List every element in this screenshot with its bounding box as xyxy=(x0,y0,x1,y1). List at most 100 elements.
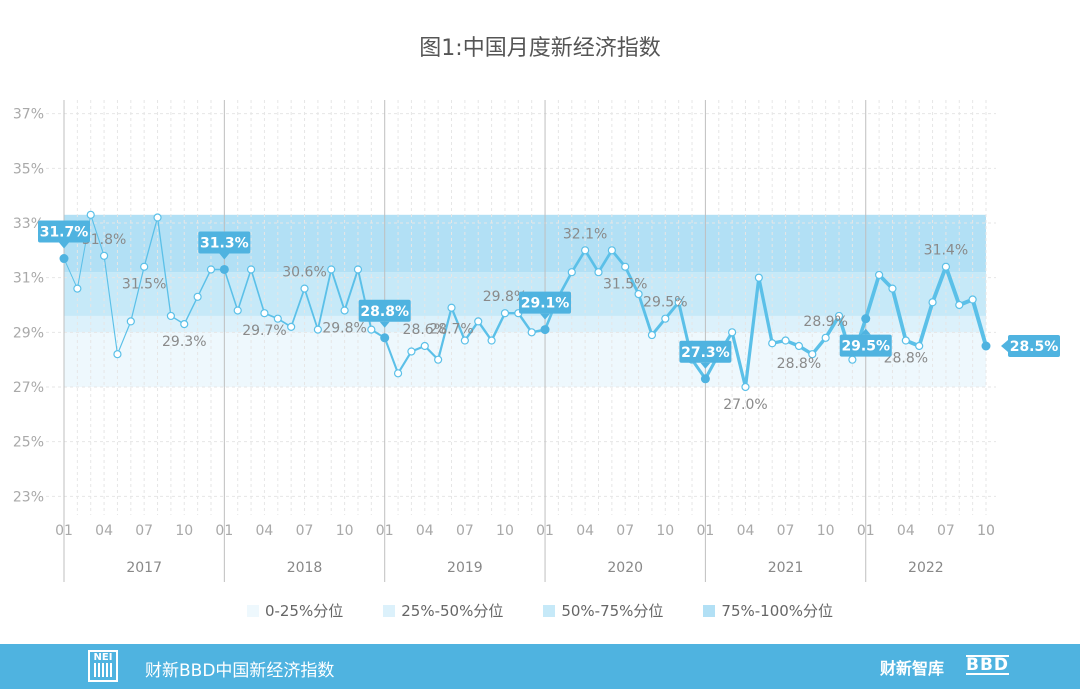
legend-label-q2: 25%-50%分位 xyxy=(401,602,504,620)
callout-pointer xyxy=(219,253,230,260)
data-label: 28.8% xyxy=(884,351,928,367)
data-label: 29.8% xyxy=(322,320,366,336)
callout-box xyxy=(519,291,572,314)
series-line-segment xyxy=(250,268,266,315)
series-line-segment xyxy=(917,300,935,348)
nei-logo-text: NEI xyxy=(93,652,113,663)
data-point xyxy=(460,336,469,345)
x-tick-label: 01 xyxy=(696,523,714,539)
series-line-segment xyxy=(103,255,119,355)
series-line-segment xyxy=(397,350,413,375)
data-point xyxy=(941,262,951,271)
data-point-highlight xyxy=(59,254,69,264)
callout-box xyxy=(839,334,892,357)
data-point xyxy=(741,382,750,392)
y-tick-label: 27% xyxy=(13,380,44,396)
data-point xyxy=(393,369,403,378)
data-label: 28.7% xyxy=(429,322,473,338)
series-line-segment xyxy=(63,258,78,290)
data-point xyxy=(955,300,964,310)
data-point xyxy=(768,339,777,348)
data-label: 31.5% xyxy=(122,277,166,293)
data-label: 30.6% xyxy=(282,265,326,281)
data-point xyxy=(634,289,643,299)
series-line-segment xyxy=(450,306,467,342)
data-label: 28.8% xyxy=(777,356,821,372)
year-label: 2021 xyxy=(768,560,804,576)
line-chart: 23% 25% 27% 29% 31% 33% 35% 37% 01 04 07 10 01 04 07 10… xyxy=(13,100,1060,582)
series-line-segment xyxy=(930,264,948,305)
data-point xyxy=(901,336,910,345)
x-tick-label: 10 xyxy=(817,523,835,539)
data-point xyxy=(193,292,202,301)
data-label: 29.8% xyxy=(483,289,527,305)
data-point xyxy=(233,306,242,315)
nei-logo-icon: NEI xyxy=(88,650,118,682)
legend-swatch-q2 xyxy=(383,604,396,617)
callout-box xyxy=(679,340,732,363)
callout-pointer xyxy=(379,321,390,328)
callout-pointer xyxy=(540,313,551,320)
data-point xyxy=(915,341,924,351)
chart-title: 图1:中国月度新经济指数 xyxy=(419,36,661,61)
data-point xyxy=(340,306,349,315)
caixin-think-tank-logo: 财新智库 xyxy=(880,659,945,678)
callout-pointer xyxy=(700,362,711,369)
data-point xyxy=(834,311,844,321)
data-point xyxy=(928,298,937,307)
data-point xyxy=(821,333,830,342)
callout-box xyxy=(1008,335,1060,357)
data-label: 28.9% xyxy=(803,314,847,330)
data-point xyxy=(86,210,95,219)
series-line-segment xyxy=(970,297,988,348)
legend-swatch-q4 xyxy=(703,604,716,617)
data-point xyxy=(300,284,309,293)
callout-label: 28.8% xyxy=(360,304,409,320)
data-point xyxy=(353,265,363,274)
data-point xyxy=(875,270,884,280)
series-line-segment xyxy=(90,214,105,257)
data-point xyxy=(260,309,269,318)
y-tick-label: 37% xyxy=(13,107,44,123)
data-point xyxy=(647,330,657,340)
data-point xyxy=(888,284,897,293)
x-tick-label: 01 xyxy=(215,523,233,539)
legend-label-q1: 0-25%分位 xyxy=(264,602,344,620)
series-line-segment xyxy=(943,264,962,307)
data-point xyxy=(434,355,443,364)
series-line-segment xyxy=(597,248,614,274)
data-point xyxy=(140,262,149,271)
series-line-segment xyxy=(383,336,400,375)
callout-box xyxy=(198,231,251,254)
data-point xyxy=(126,317,135,326)
series-line-segment xyxy=(890,286,908,343)
callout-pointer xyxy=(1001,340,1008,352)
data-point xyxy=(113,350,122,359)
series-line-segment xyxy=(116,320,132,355)
callout-label: 31.7% xyxy=(40,225,89,241)
data-point xyxy=(794,341,804,351)
data-point xyxy=(808,350,817,359)
series-line-segment xyxy=(290,287,306,328)
callout-pointer xyxy=(59,242,69,249)
data-point xyxy=(607,246,616,255)
y-tick-label: 35% xyxy=(13,161,44,177)
x-tick-label: 01 xyxy=(857,523,875,539)
data-point xyxy=(447,303,456,312)
data-point xyxy=(99,251,109,260)
callout-label: 28.5% xyxy=(1010,339,1059,355)
x-tick-label: 07 xyxy=(296,523,314,539)
data-point xyxy=(581,246,590,255)
logo-bars-icon xyxy=(94,663,114,677)
legend-swatch-q1 xyxy=(246,604,259,617)
data-point xyxy=(848,355,857,364)
percentile-band xyxy=(64,332,986,387)
data-label: 27.0% xyxy=(723,397,767,413)
data-point xyxy=(567,268,576,277)
data-point xyxy=(474,317,483,326)
data-point xyxy=(246,265,256,274)
bbd-logo: BBD xyxy=(966,655,1010,675)
legend-label-q3: 50%-75%分位 xyxy=(561,602,664,620)
data-label: 31.4% xyxy=(924,243,968,259)
